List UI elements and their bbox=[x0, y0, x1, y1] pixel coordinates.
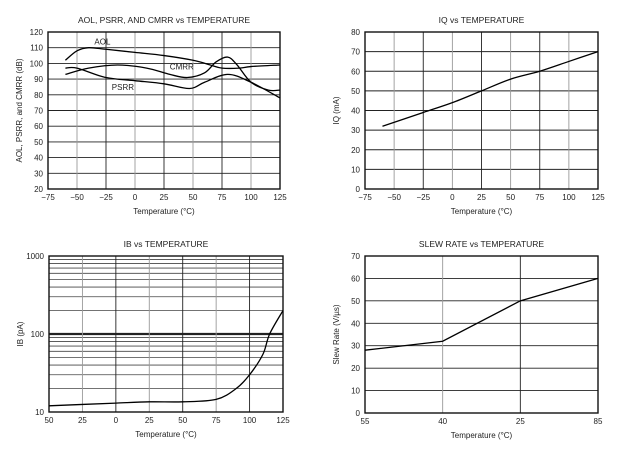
y-tick-label: 10 bbox=[35, 408, 44, 417]
x-tick-label: 75 bbox=[212, 416, 221, 425]
x-tick-label: 0 bbox=[133, 193, 138, 202]
x-tick-label: −50 bbox=[387, 193, 401, 202]
y-tick-label: 20 bbox=[351, 364, 360, 373]
y-tick-label: 100 bbox=[30, 59, 44, 68]
series-label: PSRR bbox=[112, 83, 134, 92]
y-tick-label: 40 bbox=[34, 154, 43, 163]
chart-title: IB vs TEMPERATURE bbox=[124, 239, 209, 249]
x-tick-label: 25 bbox=[516, 417, 525, 426]
chart-title: AOL, PSRR, AND CMRR vs TEMPERATURE bbox=[78, 15, 250, 25]
y-tick-label: 30 bbox=[351, 126, 360, 135]
y-tick-label: 50 bbox=[34, 138, 43, 147]
y-tick-label: 100 bbox=[31, 330, 45, 339]
x-tick-label: 75 bbox=[218, 193, 227, 202]
plot-frame bbox=[364, 255, 599, 414]
y-axis-label: Slew Rate (V/µs) bbox=[332, 304, 341, 365]
plot-frame bbox=[48, 255, 284, 413]
x-tick-label: 0 bbox=[114, 416, 119, 425]
y-tick-label: 60 bbox=[351, 67, 360, 76]
y-tick-label: 10 bbox=[351, 165, 360, 174]
y-tick-label: 70 bbox=[351, 252, 360, 261]
x-tick-label: 50 bbox=[178, 416, 187, 425]
x-tick-label: 50 bbox=[45, 416, 54, 425]
x-tick-label: 125 bbox=[276, 416, 290, 425]
series-label: CMRR bbox=[170, 63, 194, 72]
x-tick-label: 85 bbox=[594, 417, 603, 426]
y-tick-label: 80 bbox=[351, 28, 360, 37]
y-tick-label: 80 bbox=[34, 91, 43, 100]
series-line-psrr bbox=[65, 66, 281, 99]
y-tick-label: 70 bbox=[34, 107, 43, 116]
x-tick-label: 40 bbox=[438, 417, 447, 426]
y-tick-label: 70 bbox=[351, 48, 360, 57]
x-axis-label: Temperature (°C) bbox=[451, 207, 513, 216]
x-tick-label: 25 bbox=[78, 416, 87, 425]
x-axis-label: Temperature (°C) bbox=[133, 207, 195, 216]
x-tick-label: 125 bbox=[591, 193, 605, 202]
x-tick-label: −25 bbox=[99, 193, 113, 202]
x-tick-label: 125 bbox=[273, 193, 287, 202]
x-tick-label: 50 bbox=[506, 193, 515, 202]
x-axis-label: Temperature (°C) bbox=[451, 431, 513, 440]
x-tick-label: −50 bbox=[70, 193, 84, 202]
y-tick-label: 0 bbox=[356, 185, 361, 194]
y-tick-label: 120 bbox=[30, 28, 44, 37]
x-axis-label: Temperature (°C) bbox=[135, 430, 197, 439]
x-tick-label: 25 bbox=[477, 193, 486, 202]
y-tick-label: 40 bbox=[351, 107, 360, 116]
y-tick-label: 90 bbox=[34, 75, 43, 84]
y-tick-label: 50 bbox=[351, 297, 360, 306]
y-tick-label: 10 bbox=[351, 387, 360, 396]
x-tick-label: 75 bbox=[535, 193, 544, 202]
y-tick-label: 1000 bbox=[26, 252, 44, 261]
plot-frame bbox=[364, 31, 599, 190]
y-axis-label: IB (pA) bbox=[16, 321, 25, 346]
series-line-ib bbox=[48, 310, 284, 407]
y-axis-label: AOL, PSRR, and CMRR (dB) bbox=[15, 58, 24, 162]
y-axis-label: IQ (mA) bbox=[332, 96, 341, 124]
chart-title: SLEW RATE vs TEMPERATURE bbox=[419, 239, 544, 249]
y-tick-label: 20 bbox=[34, 185, 43, 194]
series-label: AOL bbox=[94, 38, 111, 47]
x-tick-label: 0 bbox=[450, 193, 455, 202]
y-tick-label: 30 bbox=[351, 342, 360, 351]
y-tick-label: 30 bbox=[34, 169, 43, 178]
y-tick-label: 60 bbox=[351, 274, 360, 283]
x-tick-label: 100 bbox=[244, 193, 258, 202]
x-tick-label: 100 bbox=[243, 416, 257, 425]
y-tick-label: 0 bbox=[356, 409, 361, 418]
x-tick-label: −25 bbox=[416, 193, 430, 202]
series-line-slew-rate bbox=[364, 277, 599, 351]
y-tick-label: 20 bbox=[351, 146, 360, 155]
chart-title: IQ vs TEMPERATURE bbox=[439, 15, 525, 25]
x-tick-label: −75 bbox=[41, 193, 55, 202]
y-tick-label: 110 bbox=[30, 44, 43, 53]
x-tick-label: 55 bbox=[361, 417, 370, 426]
series-line-aol bbox=[64, 47, 281, 70]
x-tick-label: 100 bbox=[562, 193, 576, 202]
x-tick-label: 25 bbox=[145, 416, 154, 425]
y-tick-label: 50 bbox=[351, 87, 360, 96]
y-tick-label: 40 bbox=[351, 319, 360, 328]
series-line-iq bbox=[382, 51, 599, 127]
y-tick-label: 60 bbox=[34, 122, 43, 131]
plot-frame bbox=[47, 31, 281, 190]
x-tick-label: 25 bbox=[160, 193, 169, 202]
x-tick-label: 50 bbox=[189, 193, 198, 202]
x-tick-label: −75 bbox=[358, 193, 372, 202]
